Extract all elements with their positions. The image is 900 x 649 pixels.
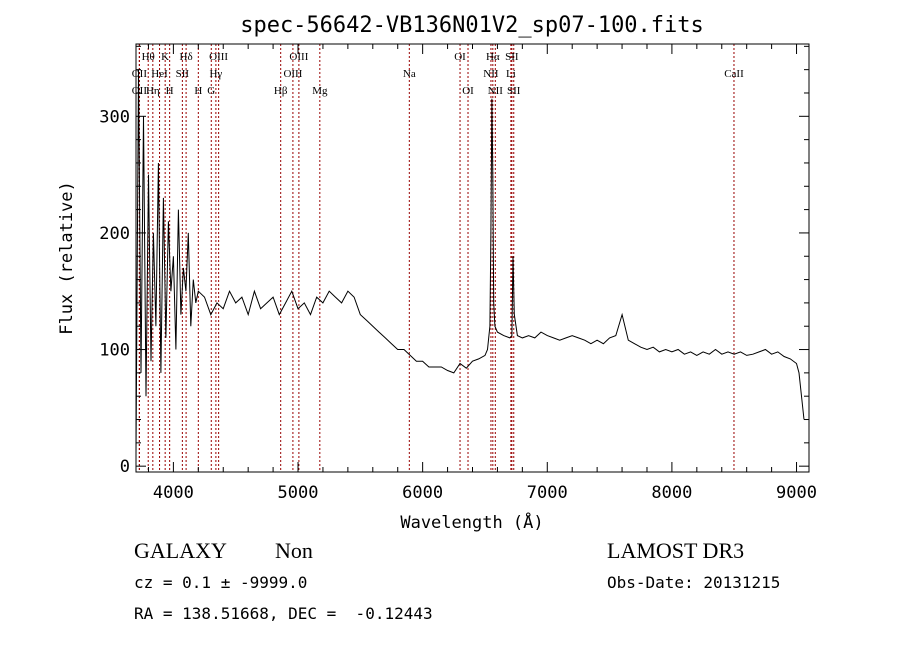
line-label: K	[161, 51, 169, 63]
plot-frame	[135, 43, 810, 473]
ra-dec-coords: RA = 138.51668, DEC = -0.12443	[134, 604, 433, 623]
x-tick-label: 9000	[776, 483, 817, 503]
obs-date: Obs-Date: 20131215	[607, 573, 781, 592]
line-label: H	[194, 85, 202, 97]
y-axis-label: Flux (relative)	[57, 181, 77, 335]
y-tick-label: 200	[99, 224, 130, 244]
line-label: Hγ	[209, 68, 222, 80]
x-tick-label: 5000	[278, 483, 319, 503]
line-label: SII	[505, 51, 519, 63]
y-tick-label: 0	[120, 457, 130, 477]
x-axis-ticks: 4000 5000 6000 7000 8000 9000	[147, 44, 817, 503]
object-class: GALAXY	[134, 538, 227, 563]
x-axis-label: Wavelength (Å)	[400, 511, 543, 533]
y-axis-ticks: 0 100 200 300	[99, 45, 809, 477]
spectrum-line	[135, 69, 805, 455]
line-label: Na	[403, 68, 416, 80]
line-label: OI	[454, 51, 466, 63]
x-tick-label: 7000	[527, 483, 568, 503]
line-label: Li	[506, 68, 516, 80]
line-label: CaII	[724, 68, 744, 80]
line-label: Hη	[146, 85, 160, 97]
line-label: OIII	[289, 51, 308, 63]
redshift-cz: cz = 0.1 ± -9999.0	[134, 573, 308, 592]
chart-title: spec-56642-VB136N01V2_sp07-100.fits	[240, 13, 704, 38]
line-label: SII	[507, 85, 521, 97]
line-label: OIII	[209, 51, 228, 63]
line-label: G	[207, 85, 215, 97]
line-label: Hδ	[180, 51, 193, 63]
line-label: Mg	[312, 85, 328, 97]
line-label: OI	[462, 85, 474, 97]
emission-line-markers	[138, 44, 735, 472]
line-label: OIII	[283, 68, 302, 80]
line-label: Hθ	[142, 51, 155, 63]
line-label: NII	[483, 68, 499, 80]
object-subclass: Non	[275, 538, 313, 563]
line-label: Hα	[486, 51, 500, 63]
x-tick-label: 4000	[153, 483, 194, 503]
line-label: HeI	[151, 68, 168, 80]
x-tick-label: 6000	[402, 483, 443, 503]
y-tick-label: 100	[99, 341, 130, 361]
x-tick-label: 8000	[651, 483, 692, 503]
line-label: SII	[176, 68, 190, 80]
survey-name: LAMOST DR3	[607, 538, 745, 563]
line-label: Hβ	[274, 85, 288, 97]
y-tick-label: 300	[99, 107, 130, 127]
line-label: H	[166, 85, 174, 97]
line-label: NII	[488, 85, 504, 97]
